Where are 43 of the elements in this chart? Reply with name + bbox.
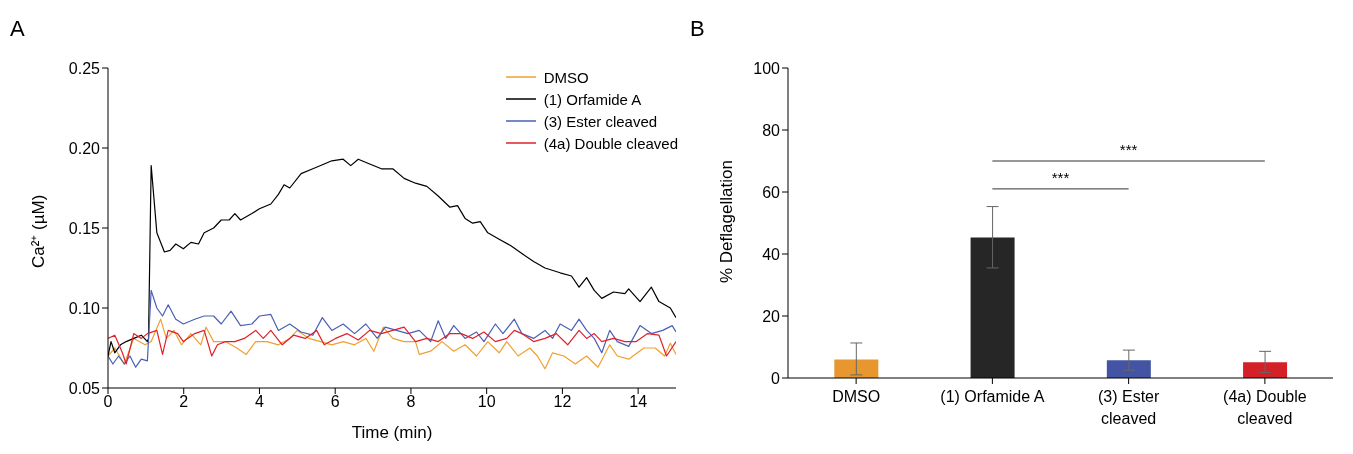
- y-axis-title: Ca²⁺ (µM): [29, 194, 49, 268]
- x-axis-title: Time (min): [351, 423, 433, 442]
- x-tick-label: 10: [477, 393, 496, 411]
- x-tick-label: 4: [255, 393, 265, 411]
- y-tick-label: 80: [762, 121, 781, 139]
- bar: [1106, 360, 1151, 378]
- annotation: ***: [1051, 168, 1070, 186]
- y-tick-label: 20: [762, 307, 781, 325]
- y-tick-label: 0.25: [68, 59, 101, 77]
- y-tick-label: 0.20: [68, 139, 101, 157]
- chart-title: B: [690, 16, 705, 42]
- x-tick-label: (4a) Double cleaved: [1223, 388, 1307, 427]
- x-tick-label: 6: [330, 393, 340, 411]
- legend-label: (3) Ester cleaved: [543, 112, 658, 130]
- y-tick-label: 0.05: [68, 379, 101, 397]
- x-tick-label: 2: [179, 393, 189, 411]
- x-tick-label: (3) Ester cleaved: [1097, 388, 1160, 427]
- chart-title: A: [10, 16, 25, 42]
- legend-label: (1) Orfamide A: [543, 90, 642, 108]
- y-tick-label: 100: [753, 59, 781, 77]
- y-tick-label: 40: [762, 245, 781, 263]
- bar: [970, 237, 1015, 378]
- x-tick-label: 8: [406, 393, 416, 411]
- y-tick-label: 0: [771, 369, 781, 387]
- x-tick-label: (1) Orfamide A: [940, 388, 1045, 405]
- legend-label: DMSO: [543, 68, 589, 86]
- y-tick-label: 0.10: [68, 299, 101, 317]
- x-tick-label: DMSO: [832, 388, 881, 405]
- x-tick-label: 14: [629, 393, 648, 411]
- significance-bracket: ***: [991, 168, 1130, 190]
- legend-label: (4a) Double cleaved: [543, 134, 678, 152]
- x-tick-label: 0: [103, 393, 113, 411]
- line-series: [108, 326, 676, 365]
- y-tick-label: 0.15: [68, 219, 101, 237]
- significance-bracket: ***: [991, 141, 1266, 162]
- line-series: [108, 318, 676, 370]
- annotation: ***: [1119, 141, 1138, 158]
- y-axis-title: % Deflagellation: [717, 160, 737, 283]
- x-tick-label: 12: [553, 393, 572, 411]
- bar: [834, 359, 879, 378]
- bar: [1243, 362, 1288, 378]
- y-tick-label: 60: [762, 183, 781, 201]
- line-series: [108, 289, 676, 368]
